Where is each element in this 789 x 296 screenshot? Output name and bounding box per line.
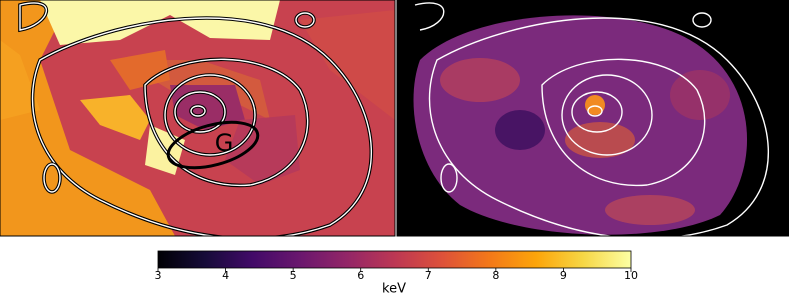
contours: [18, 1, 374, 236]
x-tick-label: 10: [624, 269, 638, 282]
colorbar: [157, 250, 632, 269]
region-label: G: [215, 129, 234, 157]
x-tick-label: 9: [560, 269, 567, 282]
x-tick-label: 5: [290, 269, 297, 282]
panel-frame: [0, 0, 396, 237]
contours: [414, 2, 770, 236]
region-ellipse: [166, 120, 260, 170]
x-tick-label: 3: [155, 269, 162, 282]
pixel-temperature-map: [397, 0, 789, 236]
x-tick-label: 4: [222, 269, 229, 282]
binned-temperature-map: G: [0, 0, 395, 236]
colorbar-label: keV: [382, 282, 406, 296]
panel-frame: [396, 0, 789, 237]
x-tick-label: 7: [425, 269, 432, 282]
x-tick-label: 6: [357, 269, 364, 282]
x-tick-label: 8: [492, 269, 499, 282]
